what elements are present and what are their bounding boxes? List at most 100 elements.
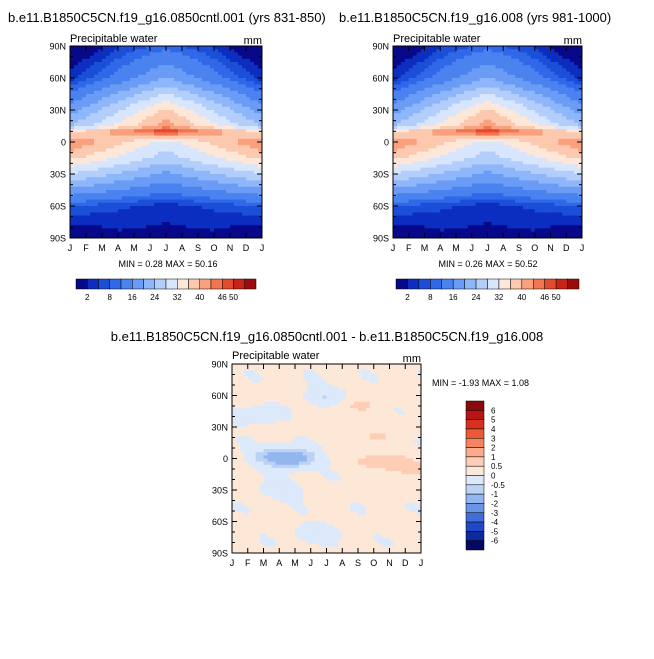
- heatmap-cell: [238, 97, 242, 101]
- heatmap-cell: [543, 145, 547, 149]
- heatmap-cell: [472, 100, 476, 104]
- heatmap-cell: [444, 72, 448, 76]
- heatmap-cell: [118, 110, 122, 114]
- heatmap-cell: [432, 177, 436, 181]
- heatmap-cell: [476, 91, 480, 95]
- heatmap-cell: [182, 100, 186, 104]
- heatmap-cell: [210, 78, 214, 82]
- heatmap-cell: [154, 196, 158, 200]
- heatmap-cell: [98, 216, 102, 220]
- heatmap-cell: [413, 88, 417, 92]
- heatmap-cell: [535, 161, 539, 165]
- heatmap-cell: [250, 49, 254, 53]
- heatmap-cell: [531, 88, 535, 92]
- heatmap-cell: [186, 62, 190, 66]
- heatmap-cell: [122, 180, 126, 184]
- heatmap-cell: [472, 139, 476, 143]
- heatmap-cell: [222, 75, 226, 79]
- heatmap-cell: [222, 59, 226, 63]
- heatmap-cell: [218, 187, 222, 191]
- heatmap-cell: [194, 219, 198, 223]
- heatmap-cell: [222, 100, 226, 104]
- heatmap-cell: [574, 164, 578, 168]
- heatmap-cell: [158, 161, 162, 165]
- heatmap-cell: [515, 139, 519, 143]
- heatmap-cell: [202, 110, 206, 114]
- heatmap-cell: [428, 139, 432, 143]
- heatmap-cell: [409, 91, 413, 95]
- heatmap-cell: [146, 206, 150, 210]
- heatmap-cell: [250, 104, 254, 108]
- heatmap-cell: [126, 184, 130, 188]
- heatmap-cell: [238, 228, 242, 232]
- heatmap-cell: [222, 139, 226, 143]
- heatmap-cell: [138, 171, 142, 175]
- heatmap-cell: [214, 193, 218, 197]
- heatmap-cell: [190, 62, 194, 66]
- heatmap-cell: [531, 81, 535, 85]
- heatmap-cell: [110, 94, 114, 98]
- heatmap-cell: [246, 203, 250, 207]
- heatmap-cell: [421, 113, 425, 117]
- heatmap-cell: [94, 209, 98, 213]
- heatmap-cell: [428, 158, 432, 162]
- heatmap-cell: [170, 177, 174, 181]
- heatmap-cell: [401, 107, 405, 111]
- heatmap-cell: [448, 75, 452, 79]
- heatmap-cell: [535, 100, 539, 104]
- heatmap-cell: [190, 180, 194, 184]
- heatmap-cell: [86, 136, 90, 140]
- heatmap-cell: [234, 129, 238, 133]
- heatmap-cell: [456, 49, 460, 53]
- heatmap-cell: [78, 184, 82, 188]
- heatmap-cell: [574, 94, 578, 98]
- heatmap-cell: [102, 142, 106, 146]
- heatmap-cell: [554, 174, 558, 178]
- heatmap-cell: [527, 107, 531, 111]
- heatmap-cell: [452, 78, 456, 82]
- heatmap-cell: [503, 164, 507, 168]
- heatmap-cell: [527, 72, 531, 76]
- heatmap-cell: [464, 97, 468, 101]
- heatmap-cell: [138, 222, 142, 226]
- heatmap-cell: [158, 152, 162, 156]
- heatmap-cell: [570, 126, 574, 130]
- heatmap-cell: [202, 200, 206, 204]
- heatmap-cell: [210, 222, 214, 226]
- heatmap-cell: [242, 62, 246, 66]
- heatmap-cell: [464, 129, 468, 133]
- heatmap-cell: [507, 164, 511, 168]
- heatmap-cell: [174, 104, 178, 108]
- heatmap-cell: [527, 75, 531, 79]
- heatmap-cell: [186, 84, 190, 88]
- heatmap-cell: [170, 155, 174, 159]
- heatmap-cell: [562, 152, 566, 156]
- heatmap-cell: [421, 78, 425, 82]
- heatmap-cell: [94, 171, 98, 175]
- heatmap-cell: [222, 120, 226, 124]
- heatmap-cell: [238, 174, 242, 178]
- heatmap-cell: [554, 171, 558, 175]
- heatmap-cell: [74, 59, 78, 63]
- heatmap-cell: [543, 164, 547, 168]
- heatmap-cell: [130, 142, 134, 146]
- heatmap-cell: [158, 196, 162, 200]
- heatmap-cell: [74, 120, 78, 124]
- heatmap-cell: [519, 158, 523, 162]
- heatmap-cell: [226, 56, 230, 60]
- heatmap-cell: [130, 196, 134, 200]
- heatmap-cell: [174, 72, 178, 76]
- heatmap-cell: [158, 225, 162, 229]
- heatmap-cell: [405, 72, 409, 76]
- heatmap-cell: [409, 68, 413, 72]
- heatmap-cell: [70, 155, 74, 159]
- heatmap-cell: [476, 123, 480, 127]
- heatmap-cell: [186, 52, 190, 56]
- heatmap-cell: [476, 75, 480, 79]
- heatmap-cell: [499, 126, 503, 130]
- heatmap-cell: [230, 46, 234, 50]
- heatmap-cell: [250, 59, 254, 63]
- heatmap-cell: [554, 49, 558, 53]
- heatmap-cell: [210, 206, 214, 210]
- heatmap-cell: [94, 110, 98, 114]
